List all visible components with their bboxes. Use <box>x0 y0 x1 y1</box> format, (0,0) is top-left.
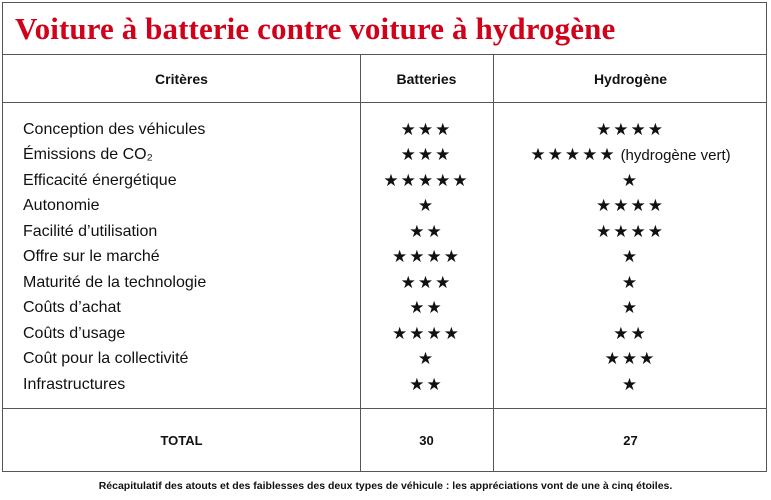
table-row: Coûts d’usage ★★★★ ★★ <box>3 321 766 347</box>
table-row: Autonomie ★ ★★★★ <box>3 194 766 220</box>
hydrogen-stars: ★★ <box>493 321 768 347</box>
table-row: Infrastructures ★★ ★ <box>3 372 766 398</box>
batteries-stars: ★★★ <box>400 272 453 292</box>
title-bar: Voiture à batterie contre voiture à hydr… <box>3 3 766 55</box>
batteries-stars: ★★★ <box>400 145 453 165</box>
table-header: Critères Batteries Hydrogène <box>3 55 766 103</box>
page-title: Voiture à batterie contre voiture à hydr… <box>15 10 616 46</box>
criterion-label: Offre sur le marché <box>23 248 160 266</box>
comparison-table: Voiture à batterie contre voiture à hydr… <box>2 2 767 472</box>
hydrogen-stars: ★★★★★ (hydrogène vert) <box>493 143 768 169</box>
total-hydrogen: 27 <box>623 432 638 448</box>
batteries-stars: ★ <box>417 349 436 369</box>
hydrogen-stars: ★★★★ <box>493 117 768 143</box>
table-row: Offre sur le marché ★★★★ ★ <box>3 245 766 271</box>
table-body: Conception des véhicules ★★★ ★★★★ Émissi… <box>3 103 766 409</box>
batteries-stars: ★★★ <box>400 119 453 139</box>
total-label: TOTAL <box>160 432 203 448</box>
batteries-stars: ★★★★★ <box>383 170 470 190</box>
total-row: TOTAL 30 27 <box>3 409 766 471</box>
criterion-label: Facilité d’utilisation <box>23 222 158 240</box>
hydrogen-stars: ★ <box>493 168 768 194</box>
hydrogen-stars: ★★★ <box>493 347 768 373</box>
batteries-stars: ★★ <box>409 374 444 394</box>
hydrogen-stars: ★ <box>493 296 768 322</box>
hydrogen-note: (hydrogène vert) <box>620 146 731 164</box>
hydrogen-stars: ★★★★ <box>493 219 768 245</box>
caption: Récapitulatif des atouts et des faibless… <box>98 480 673 492</box>
star-rating: ★ <box>621 170 640 190</box>
hydrogen-stars: ★★★★ <box>493 194 768 220</box>
column-divider <box>493 55 494 471</box>
criterion-label: Coût pour la collectivité <box>23 350 189 368</box>
star-rating: ★★★★★ <box>530 145 617 165</box>
criterion-label: Autonomie <box>23 197 100 215</box>
star-rating: ★ <box>621 272 640 292</box>
hydrogen-stars: ★ <box>493 372 768 398</box>
criterion-label: Coûts d’achat <box>23 299 121 317</box>
batteries-stars: ★★★★ <box>392 323 461 343</box>
table-row: Conception des véhicules ★★★ ★★★★ <box>3 117 766 143</box>
star-rating: ★★ <box>613 323 648 343</box>
table-row: Coût pour la collectivité ★ ★★★ <box>3 347 766 373</box>
batteries-stars: ★★ <box>409 221 444 241</box>
header-batteries: Batteries <box>396 71 457 87</box>
header-criteria: Critères <box>155 71 208 87</box>
batteries-stars: ★★ <box>409 298 444 318</box>
star-rating: ★★★★ <box>596 119 665 139</box>
hydrogen-stars: ★ <box>493 245 768 271</box>
criterion-label: Maturité de la technologie <box>23 273 207 291</box>
criterion-label: Coûts d’usage <box>23 324 126 342</box>
star-rating: ★ <box>621 374 640 394</box>
hydrogen-stars: ★ <box>493 270 768 296</box>
criterion-label: Conception des véhicules <box>23 120 206 138</box>
column-divider <box>360 55 361 471</box>
star-rating: ★★★★ <box>596 221 665 241</box>
star-rating: ★ <box>621 247 640 267</box>
table-row: Efficacité énergétique ★★★★★ ★ <box>3 168 766 194</box>
star-rating: ★★★★ <box>596 196 665 216</box>
total-batteries: 30 <box>419 432 434 448</box>
table-row: Émissions de CO₂ ★★★ ★★★★★ (hydrogène ver… <box>3 143 766 169</box>
criterion-label: Efficacité énergétique <box>23 171 177 189</box>
star-rating: ★ <box>621 298 640 318</box>
table-row: Maturité de la technologie ★★★ ★ <box>3 270 766 296</box>
batteries-stars: ★★★★ <box>392 247 461 267</box>
star-rating: ★★★ <box>604 349 657 369</box>
table-row: Facilité d’utilisation ★★ ★★★★ <box>3 219 766 245</box>
batteries-stars: ★ <box>417 196 436 216</box>
header-hydrogen: Hydrogène <box>593 71 668 87</box>
criterion-label: Infrastructures <box>23 375 126 393</box>
criterion-label: Émissions de CO₂ <box>23 146 153 164</box>
table-row: Coûts d’achat ★★ ★ <box>3 296 766 322</box>
